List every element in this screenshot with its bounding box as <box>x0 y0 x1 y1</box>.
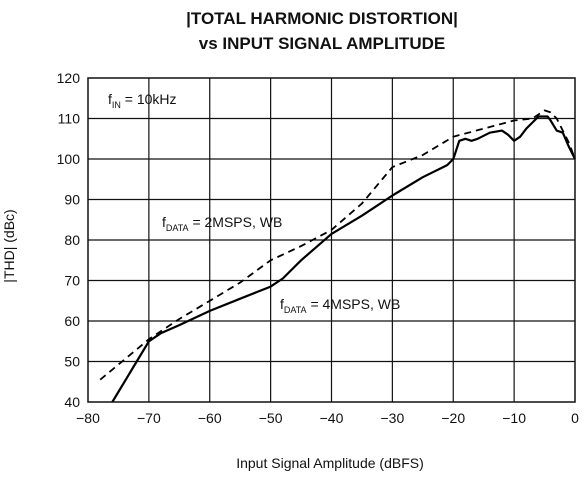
y-tick-label: 80 <box>64 232 80 248</box>
y-tick-label: 120 <box>57 70 81 86</box>
x-tick-label: −40 <box>320 410 344 426</box>
annotation-2msps: fDATA = 2MSPS, WB <box>162 214 282 233</box>
x-tick-label: −10 <box>502 410 526 426</box>
y-tick-label: 50 <box>64 354 80 370</box>
chart-title-line-2: vs INPUT SIGNAL AMPLITUDE <box>199 34 446 53</box>
series-line-4msps <box>111 115 576 403</box>
plot-frame <box>87 77 576 403</box>
series-line-2msps <box>99 109 576 381</box>
tick-labels: −80 −70 −60 −50 −40 −30 −20 −10 0 40 50 60 70 80 90 100… <box>57 70 579 426</box>
x-tick-label: −80 <box>76 410 100 426</box>
x-tick-label: −50 <box>259 410 283 426</box>
series-layer <box>99 109 576 403</box>
x-tick-label: −70 <box>137 410 161 426</box>
y-tick-label: 70 <box>64 273 80 289</box>
chart-title-line-1: |TOTAL HARMONIC DISTORTION| <box>186 9 458 28</box>
x-tick-label: −20 <box>441 410 465 426</box>
y-tick-label: 110 <box>58 111 81 127</box>
y-tick-label: 60 <box>64 313 80 329</box>
y-axis-label: |THD| (dBc) <box>1 209 17 282</box>
y-tick-label: 40 <box>64 394 80 410</box>
y-tick-label: 100 <box>57 151 81 167</box>
grid-lines <box>88 78 575 402</box>
x-tick-label: 0 <box>571 410 579 426</box>
annotation-4msps: fDATA = 4MSPS, WB <box>280 296 400 315</box>
annotation-fin: fIN = 10kHz <box>108 91 177 110</box>
x-tick-label: −60 <box>198 410 222 426</box>
y-tick-label: 90 <box>64 192 80 208</box>
x-tick-label: −30 <box>381 410 405 426</box>
x-axis-label: Input Signal Amplitude (dBFS) <box>236 455 424 471</box>
